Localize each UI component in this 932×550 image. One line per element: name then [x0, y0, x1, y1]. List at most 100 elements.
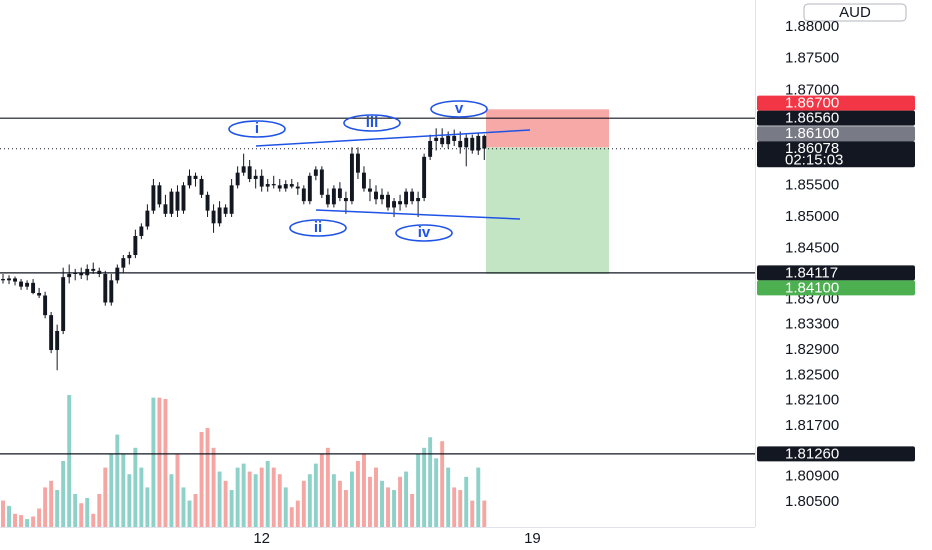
- wave-marker: [228, 120, 286, 138]
- volume-bar: [193, 494, 198, 527]
- currency[interactable]: AUD: [839, 4, 871, 21]
- volume-bar: [434, 458, 439, 527]
- candle-body: [43, 295, 48, 316]
- volume-bar: [337, 480, 342, 527]
- wave-marker: [289, 219, 347, 237]
- volume-bar: [163, 398, 168, 527]
- volume-bar: [43, 487, 48, 527]
- price-label: 1.86100: [785, 125, 839, 142]
- volume-bar: [25, 519, 30, 527]
- volume-bar: [253, 474, 258, 527]
- candle-body: [55, 330, 60, 350]
- y-tick-label: 1.85500: [785, 176, 839, 193]
- y-tick-label: 1.84500: [785, 240, 839, 257]
- volume-bar: [121, 454, 126, 527]
- volume-bar: [307, 474, 312, 527]
- wave-label: iii: [366, 114, 379, 131]
- candle-body: [217, 207, 222, 224]
- volume-bar: [452, 487, 457, 527]
- candle-body: [79, 272, 84, 276]
- y-tick-label: 1.82100: [785, 392, 839, 409]
- wave-marker: [395, 224, 453, 242]
- wave-marker: [343, 114, 401, 132]
- volume-bar: [464, 476, 469, 527]
- candle-body: [253, 175, 258, 179]
- volume-bar: [223, 480, 228, 527]
- volume-bar: [325, 447, 330, 527]
- wave-label: i: [255, 120, 259, 137]
- candle-body: [109, 280, 114, 303]
- volume-bar: [289, 507, 294, 527]
- candle-body: [151, 185, 156, 211]
- volume-bar: [241, 463, 246, 527]
- candle-body: [331, 188, 336, 205]
- volume-bar: [380, 480, 384, 527]
- price-label: 1.81260: [785, 445, 839, 462]
- volume-bar: [271, 467, 276, 527]
- price-label: 1.86700: [785, 95, 839, 112]
- volume-bar: [331, 474, 336, 527]
- volume-bar: [13, 513, 17, 527]
- candle-body: [247, 166, 252, 179]
- volume-bar: [458, 490, 463, 527]
- price-label-box: [757, 126, 915, 142]
- y-tick-label: 1.81700: [785, 417, 839, 434]
- candle-body: [470, 137, 475, 151]
- volume-bar: [151, 397, 156, 527]
- volume-bar: [109, 454, 114, 527]
- background: [486, 109, 609, 274]
- candle-body: [301, 188, 306, 202]
- candle-body: [199, 178, 204, 195]
- candle-body: [337, 188, 342, 198]
- wave-marker: [430, 100, 488, 118]
- currency-button[interactable]: [803, 3, 907, 22]
- candle-body: [434, 137, 439, 141]
- candle-body: [235, 172, 240, 186]
- y-tick-label: 1.82900: [785, 341, 839, 358]
- candle-body: [362, 172, 366, 189]
- price-label: 1.86078: [785, 140, 839, 157]
- y-tick-label: 1.80900: [785, 468, 839, 485]
- candle-body: [67, 273, 72, 278]
- candle-body: [349, 153, 354, 202]
- volume-bar: [482, 500, 487, 527]
- candle-body: [355, 153, 360, 173]
- volume-bar: [217, 471, 222, 527]
- volume-bar: [1, 500, 5, 527]
- volume-bar: [422, 447, 427, 527]
- volume-bar: [133, 447, 138, 527]
- candle-body: [175, 191, 180, 211]
- volume-bar: [392, 490, 396, 527]
- candle-body: [181, 185, 186, 211]
- volume-bar: [103, 467, 108, 527]
- candle-body: [139, 226, 144, 236]
- volume-bar: [343, 490, 348, 527]
- volume-bar: [470, 500, 475, 527]
- volume-bar: [85, 497, 90, 527]
- price-label: 1.86560: [785, 110, 839, 127]
- candle-body: [482, 135, 487, 149]
- candle-body: [1, 279, 5, 281]
- wave-label: ii: [314, 219, 322, 236]
- volume-bar: [19, 515, 24, 527]
- candle-body: [307, 175, 312, 202]
- candle-body: [398, 201, 403, 205]
- y-tick-label: 1.80500: [785, 493, 839, 510]
- candle-body: [121, 258, 126, 268]
- price-label-box: [757, 265, 915, 281]
- candle-body: [187, 175, 192, 186]
- candle-body: [223, 207, 228, 214]
- volume-bar: [205, 428, 210, 527]
- wave-label: iv: [418, 224, 431, 241]
- candle-body: [49, 315, 54, 350]
- y-tick-label: 1.82500: [785, 366, 839, 383]
- candle-body: [259, 175, 264, 187]
- candle-body: [127, 254, 132, 259]
- volume-bar: [313, 463, 318, 527]
- candle-body: [25, 282, 30, 287]
- volume-bar: [187, 500, 192, 527]
- volume-bar: [115, 434, 120, 527]
- volume-bar: [73, 494, 78, 527]
- price-label-box: [757, 446, 915, 462]
